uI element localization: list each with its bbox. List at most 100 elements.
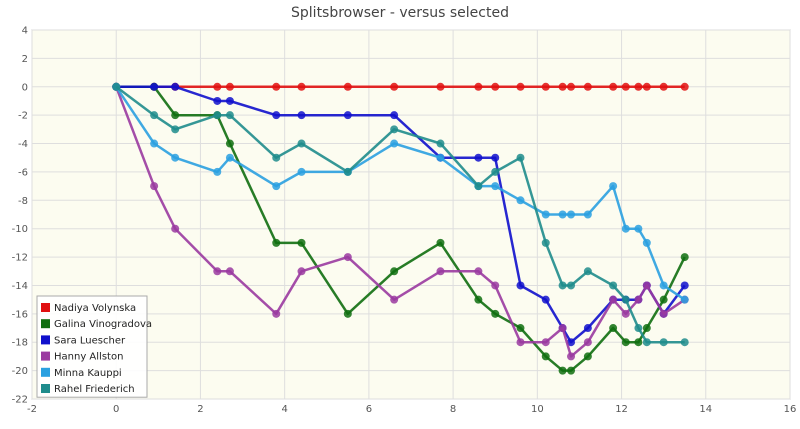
data-point bbox=[390, 295, 399, 304]
data-point bbox=[609, 182, 618, 191]
data-point bbox=[491, 309, 500, 318]
x-tick-label: 2 bbox=[197, 404, 203, 415]
data-point bbox=[436, 153, 445, 162]
data-point bbox=[558, 366, 567, 375]
data-point bbox=[541, 295, 550, 304]
data-point bbox=[583, 338, 592, 347]
data-point bbox=[272, 182, 281, 191]
series-layer bbox=[112, 82, 689, 375]
data-point bbox=[491, 281, 500, 290]
data-point bbox=[150, 182, 159, 191]
y-tick-label: -12 bbox=[12, 253, 28, 264]
legend-label: Galina Vinogradova bbox=[54, 319, 152, 330]
data-point bbox=[642, 82, 651, 91]
data-point bbox=[680, 295, 689, 304]
data-point bbox=[558, 210, 567, 219]
data-point bbox=[343, 167, 352, 176]
data-point bbox=[621, 338, 630, 347]
y-tick-label: -16 bbox=[12, 309, 28, 320]
data-point bbox=[390, 139, 399, 148]
data-point bbox=[567, 366, 576, 375]
legend-swatch bbox=[41, 351, 50, 361]
data-point bbox=[474, 82, 483, 91]
y-tick-label: 4 bbox=[22, 26, 28, 37]
data-point bbox=[642, 238, 651, 247]
data-point bbox=[297, 238, 306, 247]
data-point bbox=[567, 281, 576, 290]
chart-title: Splitsbrowser - versus selected bbox=[291, 5, 509, 21]
data-point bbox=[150, 82, 159, 91]
data-point bbox=[541, 238, 550, 247]
data-point bbox=[491, 182, 500, 191]
y-axis-ticks: 4 2 0 -2 -4 -6 -8 -10 -12 -14 -16 -18 -20 -22 bbox=[12, 26, 28, 406]
data-point bbox=[436, 267, 445, 276]
data-point bbox=[297, 267, 306, 276]
data-point bbox=[343, 309, 352, 318]
data-point bbox=[541, 338, 550, 347]
data-point bbox=[516, 196, 525, 205]
legend-label: Hanny Allston bbox=[54, 352, 123, 363]
data-point bbox=[343, 111, 352, 120]
data-point bbox=[516, 324, 525, 333]
legend-box bbox=[36, 295, 148, 398]
y-tick-label: 2 bbox=[22, 54, 28, 65]
data-point bbox=[516, 82, 525, 91]
y-tick-label: -4 bbox=[18, 139, 28, 150]
data-point bbox=[583, 267, 592, 276]
data-point bbox=[541, 352, 550, 361]
y-tick-label: -6 bbox=[18, 167, 28, 178]
data-point bbox=[225, 111, 234, 120]
data-point bbox=[516, 153, 525, 162]
data-point bbox=[567, 82, 576, 91]
x-tick-label: 4 bbox=[281, 404, 287, 415]
legend-label: Sara Luescher bbox=[54, 335, 126, 346]
data-point bbox=[225, 267, 234, 276]
data-point bbox=[516, 338, 525, 347]
data-point bbox=[213, 167, 222, 176]
legend-swatch bbox=[41, 335, 50, 345]
data-point bbox=[634, 82, 643, 91]
data-point bbox=[659, 281, 668, 290]
data-point bbox=[491, 82, 500, 91]
data-point bbox=[436, 82, 445, 91]
y-tick-label: -10 bbox=[12, 224, 28, 235]
data-point bbox=[680, 338, 689, 347]
data-point bbox=[171, 111, 180, 120]
data-point bbox=[436, 238, 445, 247]
y-tick-label: -14 bbox=[12, 281, 28, 292]
data-point bbox=[297, 82, 306, 91]
legend-swatch bbox=[41, 303, 50, 312]
data-point bbox=[390, 267, 399, 276]
data-point bbox=[390, 125, 399, 134]
data-point bbox=[272, 82, 281, 91]
data-point bbox=[621, 224, 630, 233]
data-point bbox=[680, 281, 689, 290]
data-point bbox=[680, 82, 689, 91]
y-tick-label: 0 bbox=[22, 82, 28, 93]
x-tick-label: 8 bbox=[450, 404, 456, 415]
x-axis-ticks: -2 0 2 4 6 8 10 12 14 16 bbox=[27, 404, 796, 415]
data-point bbox=[609, 281, 618, 290]
x-tick-label: 16 bbox=[784, 404, 797, 415]
y-tick-label: -8 bbox=[18, 196, 28, 207]
data-point bbox=[171, 153, 180, 162]
data-point bbox=[272, 111, 281, 120]
data-point bbox=[634, 295, 643, 304]
data-point bbox=[272, 309, 281, 318]
data-point bbox=[609, 82, 618, 91]
data-point bbox=[272, 238, 281, 247]
data-point bbox=[621, 309, 630, 318]
data-point bbox=[583, 82, 592, 91]
data-point bbox=[436, 139, 445, 148]
data-point bbox=[272, 153, 281, 162]
data-point bbox=[634, 224, 643, 233]
data-point bbox=[642, 281, 651, 290]
data-point bbox=[541, 210, 550, 219]
legend-swatch bbox=[41, 319, 50, 329]
data-point bbox=[621, 295, 630, 304]
data-point bbox=[171, 82, 180, 91]
data-point bbox=[491, 167, 500, 176]
data-point bbox=[659, 338, 668, 347]
series-nadiya-volynska bbox=[112, 82, 689, 91]
data-point bbox=[171, 224, 180, 233]
